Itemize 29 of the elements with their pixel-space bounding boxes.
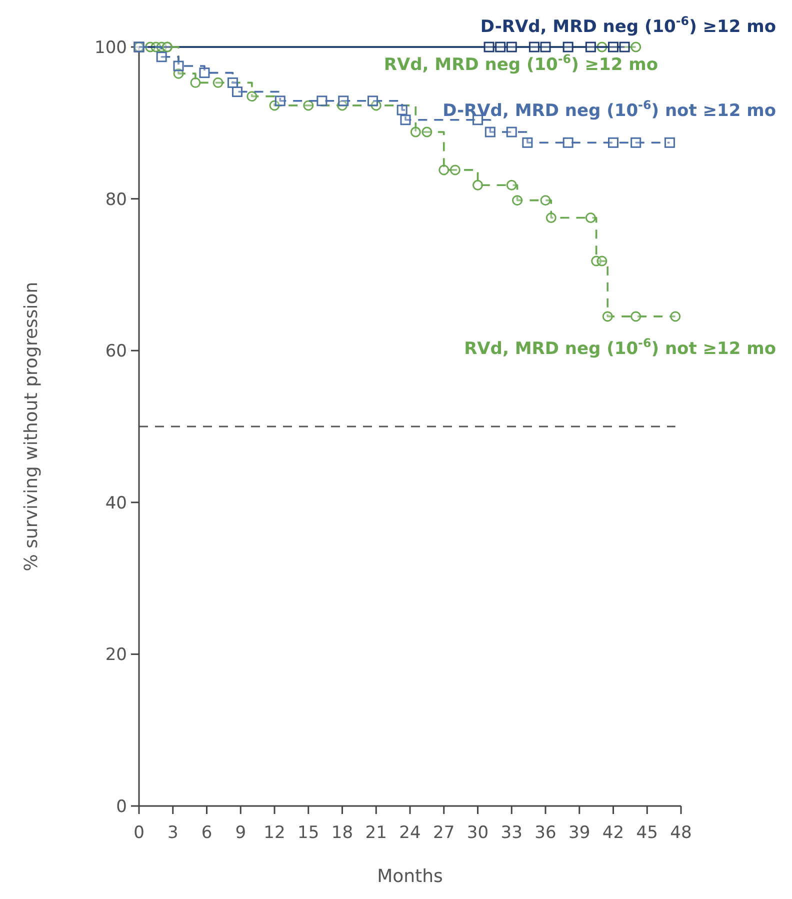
x-tick-label: 36 [534, 823, 556, 843]
x-tick-label: 42 [602, 823, 624, 843]
y-axis-title: % surviving without progression [21, 282, 42, 572]
x-tick-label: 9 [235, 823, 246, 843]
y-tick-label: 20 [105, 645, 127, 666]
x-tick-label: 18 [331, 823, 354, 843]
y-tick-label: 80 [105, 190, 127, 210]
x-tick-label: 33 [500, 823, 522, 843]
x-tick-label: 0 [134, 823, 144, 843]
x-tick-label: 24 [399, 823, 421, 843]
y-tick-label: 100 [94, 38, 127, 58]
x-tick-label: 15 [298, 823, 320, 843]
x-tick-label: 3 [167, 823, 178, 843]
x-tick-label: 21 [365, 823, 387, 843]
x-tick-label: 48 [670, 823, 692, 843]
series-label: D-RVd, MRD neg (10$^{-6}$) ≥12 mo [480, 14, 776, 37]
x-tick-label: 27 [433, 823, 455, 843]
y-tick-label: 60 [105, 342, 127, 362]
x-tick-label: 6 [201, 823, 212, 843]
x-tick-label: 45 [636, 823, 658, 843]
series-label: RVd, MRD neg (10$^{-6}$) not ≥12 mo [464, 336, 776, 359]
x-tick-label: 39 [568, 823, 590, 843]
series-label: D-RVd, MRD neg (10$^{-6}$) not ≥12 mo [442, 98, 776, 121]
series-label: RVd, MRD neg (10$^{-6}$) ≥12 mo [384, 52, 658, 75]
y-tick-label: 0 [116, 796, 127, 817]
x-axis-title: Months [377, 866, 443, 887]
x-tick-label: 30 [466, 823, 489, 843]
y-tick-label: 40 [105, 493, 127, 514]
x-tick-label: 12 [264, 823, 286, 843]
